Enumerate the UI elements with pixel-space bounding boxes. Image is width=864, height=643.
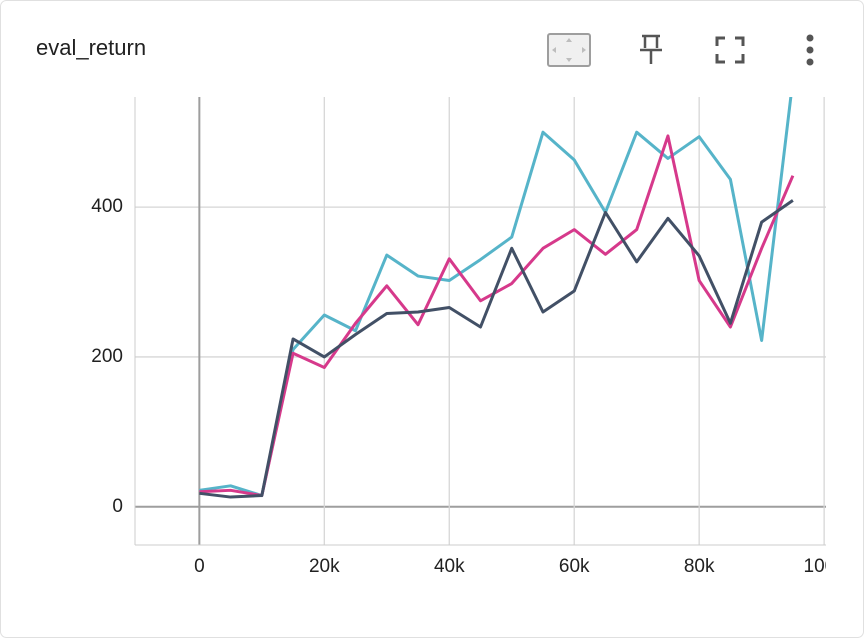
fullscreen-button[interactable] <box>715 36 745 64</box>
y-tick-label: 400 <box>91 196 123 217</box>
series-line <box>199 97 793 498</box>
x-tick-label: 100k <box>804 556 846 577</box>
series-line <box>199 199 794 499</box>
x-tick-label: 60k <box>559 556 590 577</box>
fit-domain-button[interactable] <box>547 33 591 67</box>
x-tick-label: 20k <box>309 556 340 577</box>
x-tick-label: 80k <box>684 556 715 577</box>
series-line <box>199 134 795 498</box>
x-tick-label: 0 <box>194 556 205 577</box>
pin-button[interactable] <box>640 34 662 64</box>
more-menu-button[interactable] <box>806 34 814 66</box>
chart-title: eval_return <box>36 35 146 60</box>
y-tick-label: 0 <box>112 496 123 517</box>
y-tick-label: 200 <box>91 346 123 367</box>
x-tick-label: 40k <box>434 556 465 577</box>
